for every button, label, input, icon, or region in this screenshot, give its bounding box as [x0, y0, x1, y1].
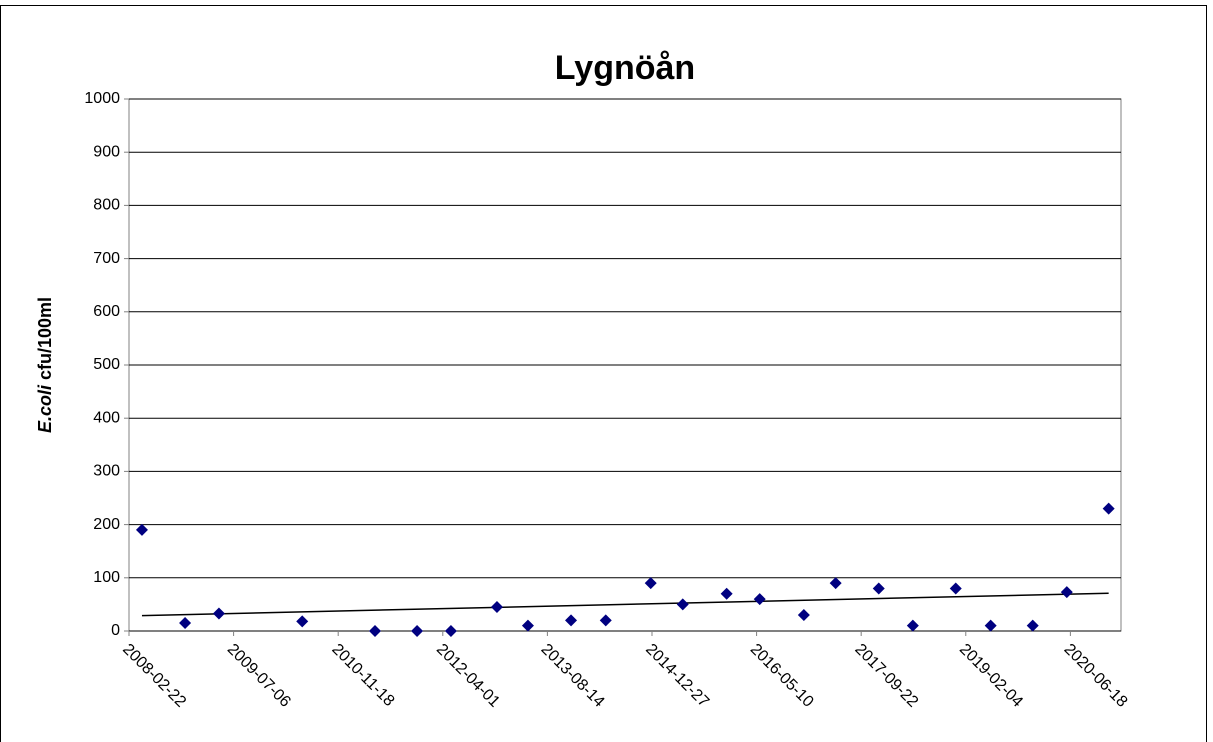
- data-point: [829, 577, 842, 590]
- x-tick-label: 2020-06-18: [1061, 641, 1131, 711]
- y-tick-label: 300: [93, 463, 120, 480]
- y-tick-label: 1000: [84, 90, 120, 107]
- x-tick-label: 2017-09-22: [851, 641, 921, 711]
- frame: [0, 5, 1207, 742]
- x-tick-label: 2009-07-06: [224, 641, 294, 711]
- data-point: [411, 625, 424, 637]
- y-tick-label: 700: [93, 250, 120, 267]
- data-point: [720, 587, 733, 600]
- x-tick-label: 2010-11-18: [328, 641, 397, 710]
- x-tick-label: 2016-05-10: [747, 641, 817, 711]
- data-point: [521, 619, 534, 632]
- data-point: [444, 625, 457, 637]
- data-point: [676, 598, 689, 611]
- x-tick-label: 2014-12-27: [642, 641, 712, 711]
- trendline: [141, 592, 1109, 617]
- x-tick-label: 2019-02-04: [956, 641, 1026, 711]
- x-tick-label: 2013-08-14: [538, 641, 608, 711]
- chart-title: Lygnöån: [555, 49, 695, 87]
- data-point: [212, 607, 225, 620]
- data-point: [1102, 502, 1115, 515]
- data-point: [872, 582, 885, 595]
- data-point: [599, 614, 612, 627]
- data-point: [565, 614, 578, 627]
- data-point: [949, 582, 962, 595]
- data-point: [753, 593, 766, 606]
- x-tick-label: 2012-04-01: [433, 641, 503, 711]
- data-point: [1060, 586, 1073, 599]
- y-tick-label: 900: [93, 143, 120, 160]
- y-tick-label: 500: [93, 356, 120, 373]
- y-axis-label: E.coli cfu/100ml: [35, 297, 55, 433]
- data-point: [984, 619, 997, 632]
- data-point: [296, 615, 309, 628]
- y-tick-label: 400: [93, 409, 120, 426]
- y-tick-label: 200: [93, 516, 120, 533]
- y-tick-label: 800: [93, 197, 120, 214]
- data-point: [644, 577, 657, 590]
- y-label-italic: E.coli: [35, 384, 55, 433]
- data-point: [906, 619, 919, 632]
- data-point: [135, 523, 148, 536]
- y-tick-label: 600: [93, 303, 120, 320]
- x-tick-label: 2008-02-22: [119, 641, 189, 711]
- data-point: [797, 609, 810, 622]
- data-point: [179, 617, 192, 630]
- y-tick-label: 0: [111, 622, 120, 639]
- data-point: [1026, 619, 1039, 632]
- data-point: [490, 601, 503, 614]
- data-point: [369, 625, 382, 637]
- y-label-text: cfu/100ml: [35, 297, 55, 385]
- y-tick-label: 100: [93, 569, 120, 586]
